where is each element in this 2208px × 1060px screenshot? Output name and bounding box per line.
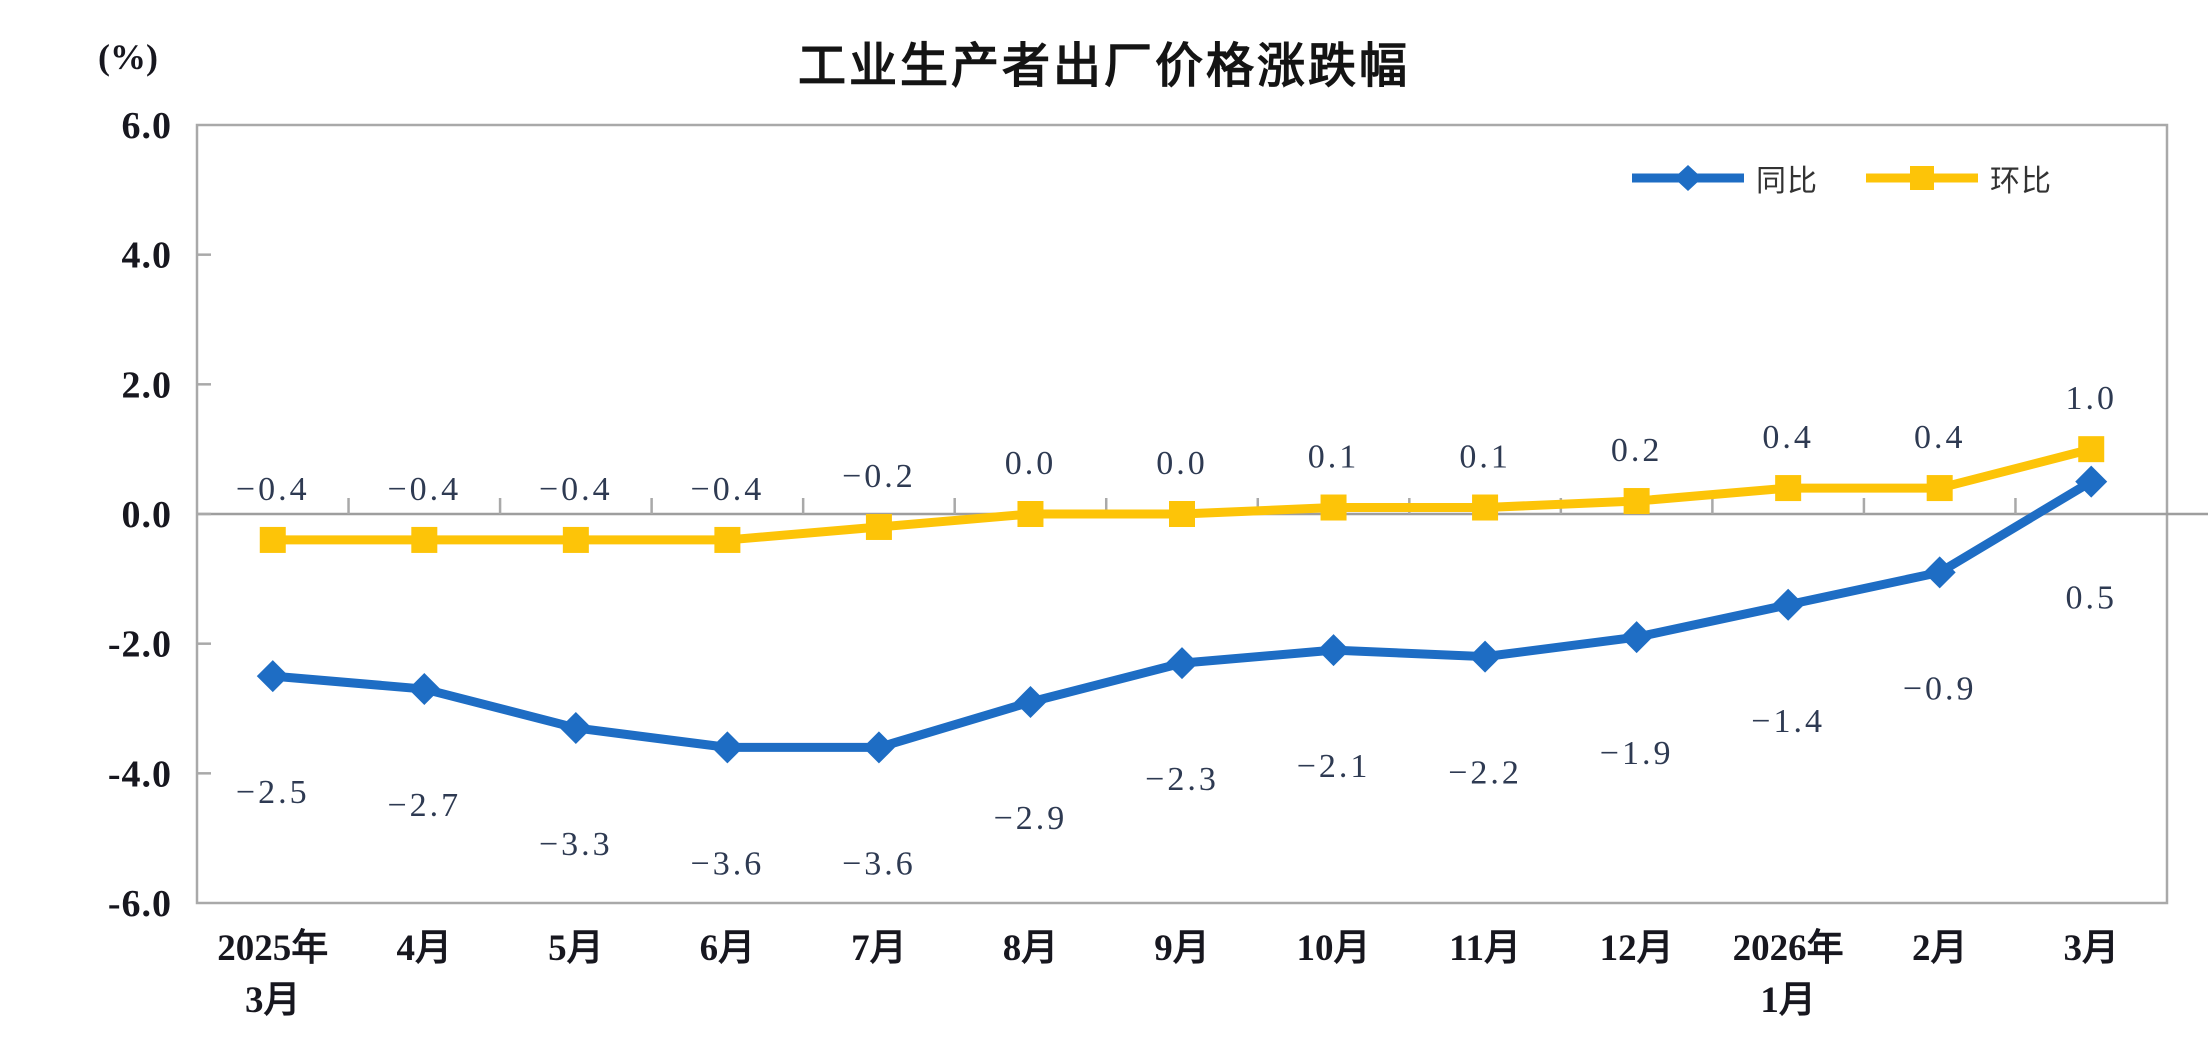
y-tick-label: -6.0	[108, 883, 172, 925]
yoy-data-label: −3.6	[691, 845, 765, 882]
mom-marker	[865, 513, 892, 540]
x-axis-label: 6月	[700, 928, 756, 969]
mom-marker	[411, 526, 438, 553]
yoy-marker	[1620, 621, 1653, 654]
yoy-data-label: −0.9	[1903, 670, 1977, 707]
x-axis-label: 4月	[397, 928, 453, 969]
y-tick-label: 0.0	[122, 494, 173, 536]
yoy-line-sample	[1632, 165, 1744, 191]
yoy-data-label: −2.7	[387, 787, 461, 824]
yoy-marker	[1166, 647, 1198, 680]
y-tick-label: -4.0	[108, 753, 172, 795]
yoy-data-label: −1.9	[1600, 735, 1674, 772]
mom-data-label: −0.4	[539, 471, 613, 508]
chart-title: 工业生产者出厂价格涨跌幅	[797, 40, 1410, 93]
x-axis-label: 2026年	[1733, 927, 1844, 969]
mom-data-label: 0.1	[1459, 439, 1511, 476]
diamond-marker-icon	[1674, 165, 1702, 191]
square-marker-icon	[1910, 166, 1934, 190]
yoy-marker	[256, 660, 289, 693]
yoy-data-label: 0.5	[2065, 580, 2117, 617]
yoy-marker	[1923, 556, 1956, 589]
x-axis-label: 10月	[1297, 928, 1371, 969]
mom-marker	[1320, 494, 1347, 521]
yoy-marker	[1317, 634, 1350, 667]
x-axis-label: 7月	[851, 928, 907, 969]
mom-data-label: 1.0	[2065, 380, 2117, 417]
x-axis-label: 2025年	[217, 927, 328, 969]
legend-label-mom: 环比	[1990, 165, 2052, 198]
x-axis-label: 12月	[1600, 928, 1674, 969]
legend-label-yoy: 同比	[1756, 165, 1818, 198]
mom-marker	[1775, 475, 1802, 502]
mom-data-label: 0.2	[1611, 432, 1663, 469]
yoy-data-label: −2.9	[994, 800, 1068, 837]
mom-marker	[259, 526, 286, 553]
y-tick-label: 2.0	[122, 364, 173, 406]
mom-data-label: −0.4	[691, 471, 765, 508]
mom-data-label: 0.0	[1005, 445, 1057, 482]
yoy-data-label: −2.1	[1297, 748, 1371, 785]
x-axis-label: 2月	[1912, 928, 1968, 969]
yoy-marker	[862, 731, 895, 764]
mom-data-label: −0.4	[387, 471, 461, 508]
mom-marker	[1623, 488, 1650, 515]
mom-marker	[1472, 494, 1499, 521]
x-axis-label: 3月	[245, 980, 301, 1021]
yoy-marker	[1772, 588, 1805, 621]
yoy-marker	[711, 731, 744, 764]
y-tick-label: 4.0	[122, 235, 173, 277]
legend-item-mom[interactable]: 环比	[1862, 156, 2052, 200]
yoy-marker	[1014, 686, 1047, 719]
yoy-data-label: −3.3	[539, 826, 613, 863]
legend: 同比 环比	[1628, 156, 2052, 200]
yoy-marker	[408, 673, 441, 706]
yoy-data-label: −2.5	[236, 774, 310, 811]
y-tick-label: 6.0	[122, 105, 173, 147]
yoy-marker	[1469, 640, 1502, 673]
y-tick-label: -2.0	[108, 624, 172, 666]
mom-data-label: 0.4	[1762, 419, 1814, 456]
x-axis-label: 3月	[2063, 928, 2119, 969]
mom-data-label: 0.4	[1914, 419, 1966, 456]
yoy-data-label: −1.4	[1751, 703, 1825, 740]
legend-item-yoy[interactable]: 同比	[1628, 156, 1818, 200]
x-axis-label: 9月	[1154, 928, 1210, 969]
mom-marker	[2078, 436, 2105, 463]
x-axis-label: 11月	[1449, 928, 1521, 969]
yoy-marker	[559, 711, 592, 744]
y-axis-unit-label: (%)	[98, 37, 158, 77]
mom-marker	[1017, 501, 1044, 527]
mom-data-label: −0.4	[236, 471, 310, 508]
x-axis-label: 8月	[1003, 928, 1059, 969]
x-axis-label: 5月	[548, 928, 604, 969]
mom-marker	[714, 526, 741, 553]
yoy-data-label: −2.3	[1145, 761, 1219, 798]
x-axis-label: 1月	[1760, 980, 1816, 1021]
mom-data-label: −0.2	[842, 458, 916, 495]
mom-line-sample	[1866, 166, 1978, 190]
mom-marker	[1169, 501, 1195, 527]
yoy-data-label: −3.6	[842, 845, 916, 882]
mom-data-label: 0.0	[1156, 445, 1208, 482]
yoy-marker	[2075, 465, 2108, 498]
mom-marker	[1926, 475, 1953, 502]
mom-data-label: 0.1	[1308, 439, 1360, 476]
yoy-data-label: −2.2	[1448, 755, 1522, 792]
mom-marker	[562, 526, 589, 553]
